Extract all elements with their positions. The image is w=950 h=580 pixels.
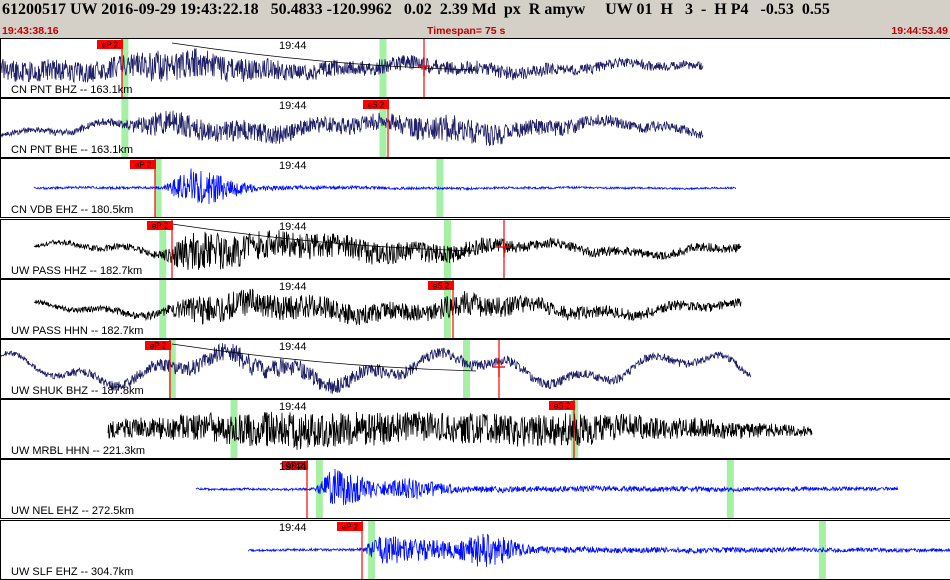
phase-window-marker[interactable]	[379, 99, 387, 157]
minute-tick-label: 19:44	[279, 461, 307, 473]
phase-window-marker[interactable]	[121, 39, 129, 97]
waveform-trace	[107, 411, 813, 450]
waveform-plot[interactable]: eP 2	[1, 39, 950, 97]
minute-tick-label: 19:44	[279, 522, 307, 534]
minute-tick-label: 19:44	[279, 100, 307, 112]
phase-window-marker[interactable]	[168, 340, 176, 398]
phase-pick-flag[interactable]: eP 2	[130, 160, 156, 170]
phase-pick-flag[interactable]: eS 2	[363, 100, 389, 110]
trace-panel[interactable]: eP 2 19:44 CN VDB EHZ -- 180.5km	[0, 158, 950, 218]
waveform-plot[interactable]: eS 2	[1, 99, 950, 157]
phase-pick-flag[interactable]: eP 2	[147, 221, 173, 231]
phase-pick-flag[interactable]: eS 2	[428, 281, 454, 291]
event-summary-line: 61200517 UW 2016-09-29 19:43:22.18 50.48…	[2, 1, 830, 18]
minute-tick-label: 19:44	[279, 281, 307, 293]
pick-flag-box[interactable]	[337, 522, 363, 531]
coda-fit-curve	[171, 42, 477, 71]
pick-flag-box[interactable]	[363, 100, 389, 109]
channel-label: UW MRBL HHN -- 221.3km	[11, 445, 146, 457]
waveform-plot[interactable]: eS 2	[1, 280, 950, 338]
channel-label: UW SHUK BHZ -- 187.8km	[11, 385, 144, 397]
pick-flag-label: eP 2	[135, 161, 152, 170]
minute-tick-label: 19:44	[279, 401, 307, 413]
trace-panel[interactable]: eS 2 19:44 UW MRBL HHN -- 221.3km	[0, 399, 950, 459]
pick-flag-label: eP 2	[342, 523, 359, 532]
trace-panels[interactable]: eP 2 19:44 CN PNT BHZ -- 163.1km eS 2 19:44 C…	[0, 38, 950, 580]
pick-flag-label: eS 2	[433, 282, 450, 291]
phase-pick-flag[interactable]: eP 2	[282, 461, 308, 471]
waveform-trace	[1, 343, 752, 394]
pick-flag-label: eP 2	[287, 462, 304, 471]
waveform-trace	[247, 533, 950, 567]
end-time: 19:44:53.49	[891, 25, 948, 37]
trace-panel[interactable]: eP 2 19:44 CN PNT BHZ -- 163.1km	[0, 38, 950, 98]
channel-label: UW SLF EHZ -- 304.7km	[11, 566, 134, 578]
minute-tick-label: 19:44	[279, 221, 307, 233]
minute-tick-label: 19:44	[279, 341, 307, 353]
pick-flag-box[interactable]	[97, 40, 123, 49]
waveform-trace	[1, 110, 704, 147]
waveform-plot[interactable]: eP 2	[1, 521, 950, 579]
pick-flag-label: eP 2	[150, 342, 167, 351]
phase-pick-flag[interactable]: eP 2	[145, 341, 171, 351]
pick-flag-label: eP 2	[102, 41, 119, 50]
channel-label: UW PASS HHZ -- 182.7km	[11, 265, 143, 277]
channel-label: UW PASS HHN -- 182.7km	[11, 325, 144, 337]
phase-pick-flag[interactable]: eP 2	[97, 40, 123, 50]
trace-panel[interactable]: eS 2 19:44 UW PASS HHN -- 182.7km	[0, 279, 950, 339]
pick-flag-box[interactable]	[147, 221, 173, 230]
pick-flag-box[interactable]	[428, 281, 454, 290]
waveform-plot[interactable]: eP 2	[1, 220, 950, 278]
waveform-plot[interactable]: eP 2	[1, 460, 950, 518]
pick-flag-label: eS 2	[368, 101, 385, 110]
phase-pick-flag[interactable]: eP 2	[337, 522, 363, 532]
minute-tick-label: 19:44	[279, 40, 307, 52]
phase-window-marker[interactable]	[159, 220, 167, 278]
timespan-label: Timespan= 75 s	[427, 25, 506, 37]
waveform-plot[interactable]: eP 2	[1, 340, 950, 398]
channel-label: CN VDB EHZ -- 180.5km	[11, 204, 134, 216]
trace-panel[interactable]: eS 2 19:44 CN PNT BHE -- 163.1km	[0, 98, 950, 158]
phase-window-marker[interactable]	[463, 340, 470, 398]
trace-panel[interactable]: eP 2 19:44 UW SLF EHZ -- 304.7km	[0, 520, 950, 580]
trace-panel[interactable]: eP 2 19:44 UW SHUK BHZ -- 187.8km	[0, 339, 950, 399]
trace-panel[interactable]: eP 2 19:44 UW NEL EHZ -- 272.5km	[0, 459, 950, 519]
waveform-trace	[33, 288, 742, 326]
pick-flag-box[interactable]	[549, 401, 575, 410]
start-time: 19:43:38.16	[2, 25, 59, 37]
waveform-trace	[1, 47, 704, 84]
waveform-trace	[33, 168, 737, 205]
pick-flag-label: eS 2	[554, 402, 571, 411]
pick-flag-box[interactable]	[282, 461, 308, 470]
waveform-trace	[195, 468, 899, 506]
coda-fit-curve	[171, 223, 477, 252]
pick-flag-box[interactable]	[130, 160, 156, 169]
pick-flag-label: eP 2	[152, 222, 169, 231]
waveform-plot[interactable]: eS 2	[1, 400, 950, 458]
waveform-plot[interactable]: eP 2	[1, 159, 950, 217]
phase-pick-flag[interactable]: eS 2	[549, 401, 575, 411]
channel-label: CN PNT BHZ -- 163.1km	[11, 84, 133, 96]
coda-fit-curve	[171, 343, 477, 372]
phase-window-marker[interactable]	[571, 400, 579, 458]
channel-label: UW NEL EHZ -- 272.5km	[11, 505, 135, 517]
waveform-trace	[33, 230, 742, 271]
pick-flag-box[interactable]	[145, 341, 171, 350]
trace-panel[interactable]: eP 2 19:44 UW PASS HHZ -- 182.7km	[0, 219, 950, 279]
minute-tick-label: 19:44	[279, 160, 307, 172]
event-header: 61200517 UW 2016-09-29 19:43:22.18 50.48…	[0, 0, 950, 38]
channel-label: CN PNT BHE -- 163.1km	[11, 144, 134, 156]
